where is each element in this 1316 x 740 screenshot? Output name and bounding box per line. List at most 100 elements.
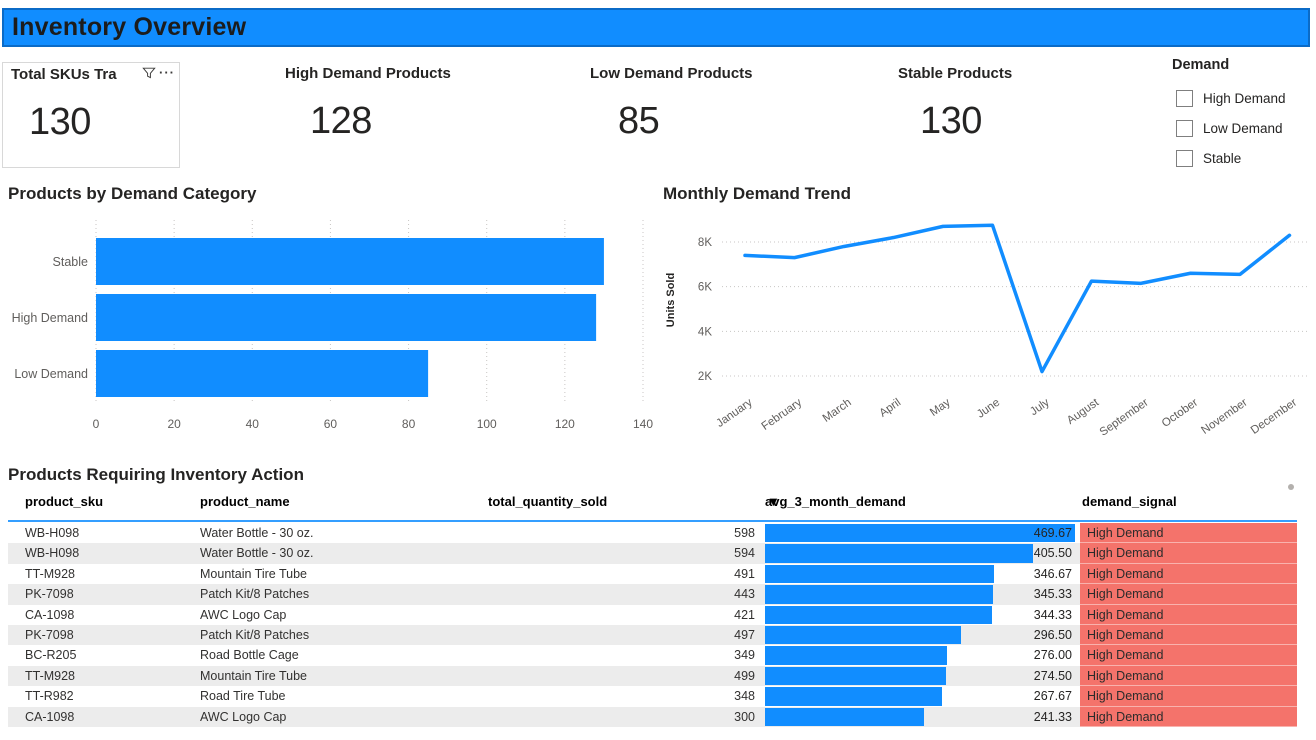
table-row[interactable]: PK-7098 Patch Kit/8 Patches 443 345.33 High … [8,584,1297,605]
kpi-card-high-demand[interactable]: High Demand Products 128 [240,62,508,168]
table-row[interactable]: BC-R205 Road Bottle Cage 349 276.00 High Dem… [8,645,1297,666]
bar-chart-x-tick-label: 80 [402,417,416,431]
cell-avg-3-month-demand: 405.50 [1033,546,1072,561]
cell-product-name: Mountain Tire Tube [200,566,308,581]
cell-product-name: Road Tire Tube [200,689,286,704]
slicer-option-low-demand[interactable]: Low Demand [1176,118,1283,138]
cell-demand-signal: High Demand [1080,665,1297,687]
cell-product-sku: CA-1098 [25,709,75,724]
cell-demand-signal: High Demand [1080,523,1297,544]
bar-high-demand[interactable] [96,294,597,341]
cell-product-sku: WB-H098 [25,546,80,561]
line-chart-x-tick-label: December [1249,397,1299,437]
cell-product-sku: TT-R982 [25,689,74,704]
page-title: Inventory Overview [12,13,247,41]
line-chart-x-tick-label: August [1065,396,1102,427]
cell-product-name: AWC Logo Cap [200,607,287,622]
data-bar-avg-demand [765,687,942,706]
cell-product-sku: BC-R205 [25,648,77,663]
table-row[interactable]: WB-H098 Water Bottle - 30 oz. 594 405.50 Hig… [8,543,1297,564]
line-chart-y-tick-label: 8K [698,237,712,249]
checkbox-high-demand[interactable] [1176,89,1193,107]
kpi-card-total-skus[interactable]: Total SKUs Tra ··· 130 [2,62,180,168]
cell-total-quantity-sold: 348 [734,689,755,704]
data-bar-avg-demand [765,585,993,604]
table-row[interactable]: CA-1098 AWC Logo Cap 421 344.33 High Demand [8,604,1297,625]
cell-total-quantity-sold: 349 [734,648,755,663]
data-bar-avg-demand [765,707,925,726]
table-row[interactable]: TT-M928 Mountain Tire Tube 499 274.50 High D… [8,665,1297,687]
data-bar-avg-demand [765,524,1075,543]
cell-total-quantity-sold: 497 [734,628,755,642]
cell-total-quantity-sold: 598 [734,526,755,540]
table-scrollbar-dot[interactable] [1288,484,1294,490]
slicer-option-stable[interactable]: Stable [1176,148,1241,168]
cell-demand-signal: High Demand [1080,604,1297,625]
page-title-bar: Inventory Overview [2,8,1310,47]
cell-product-name: AWC Logo Cap [200,709,287,724]
cell-avg-3-month-demand: 346.67 [1033,566,1072,581]
cell-product-name: Patch Kit/8 Patches [200,628,310,642]
cell-total-quantity-sold: 443 [734,587,755,602]
line-chart-y-axis-title: Units Sold [665,273,677,327]
line-chart-x-tick-label: April [877,397,903,420]
table-row[interactable]: TT-M928 Mountain Tire Tube 491 346.67 High D… [8,563,1297,585]
cell-total-quantity-sold: 499 [734,668,755,683]
inventory-action-table: product_sku product_name total_quantity_… [8,492,1300,730]
line-chart-x-tick-label: June [975,397,1002,421]
data-bar-avg-demand [765,646,948,665]
slicer-option-high-demand[interactable]: High Demand [1176,88,1286,108]
data-bar-avg-demand [765,564,994,584]
column-header-product-sku[interactable]: product_sku [25,494,104,509]
slicer-title: Demand [1172,57,1230,73]
slicer-option-label: Stable [1203,150,1242,166]
cell-avg-3-month-demand: 344.33 [1033,607,1072,622]
table-row[interactable]: WB-H098 Water Bottle - 30 oz. 598 469.67 Hig… [8,523,1297,544]
kpi-card-stable[interactable]: Stable Products 130 [868,62,1136,168]
bar-chart-x-tick-label: 120 [555,417,575,431]
column-header-demand-signal[interactable]: demand_signal [1082,494,1177,509]
sort-descending-icon[interactable]: ▼ [767,494,780,509]
bar-chart-category-label: High Demand [12,311,88,325]
kpi-title-low-demand: Low Demand Products [590,65,753,82]
bar-chart-x-tick-label: 60 [324,417,338,431]
column-header-avg-3-month-demand[interactable]: avg_3_month_demand [765,494,906,509]
bar-stable[interactable] [96,238,604,285]
bar-chart-title: Products by Demand Category [8,184,257,203]
cell-product-sku: WB-H098 [25,526,80,540]
cell-total-quantity-sold: 421 [734,607,755,622]
cell-product-name: Road Bottle Cage [200,648,299,663]
table-title: Products Requiring Inventory Action [8,465,304,484]
table-row[interactable]: TT-R982 Road Tire Tube 348 267.67 High Deman… [8,686,1297,707]
column-header-total-quantity-sold[interactable]: total_quantity_sold [488,494,608,509]
bar-chart-x-tick-label: 40 [246,417,260,431]
kpi-card-low-demand[interactable]: Low Demand Products 85 [560,62,828,168]
checkbox-stable[interactable] [1176,149,1193,167]
cell-product-sku: PK-7098 [25,587,74,602]
bar-low-demand[interactable] [96,350,429,397]
cell-demand-signal: High Demand [1080,645,1297,666]
cell-demand-signal: High Demand [1080,625,1297,646]
cell-avg-3-month-demand: 469.67 [1033,526,1072,540]
line-chart-y-tick-label: 2K [698,371,712,383]
table-row[interactable]: CA-1098 AWC Logo Cap 300 241.33 High Demand [8,706,1297,727]
filter-funnel-icon[interactable] [142,66,156,80]
kpi-value-total-skus: 130 [29,101,91,143]
column-header-product-name[interactable]: product_name [200,494,290,509]
bar-chart-x-tick-label: 140 [633,417,653,431]
cell-avg-3-month-demand: 241.33 [1033,709,1072,724]
cell-product-sku: TT-M928 [25,566,76,581]
kpi-title-total-skus: Total SKUs Tra [11,66,117,83]
checkbox-low-demand[interactable] [1176,119,1193,137]
more-options-icon[interactable]: ··· [159,65,175,80]
line-chart-x-tick-label: February [760,396,805,432]
line-chart-x-tick-label: March [821,397,854,425]
kpi-value-high-demand: 128 [310,100,372,142]
line-chart-x-tick-label: September [1098,397,1151,439]
line-chart-series-units-sold[interactable] [743,223,1292,374]
cell-product-name: Mountain Tire Tube [200,668,308,683]
table-row[interactable]: PK-7098 Patch Kit/8 Patches 497 296.50 High … [8,625,1297,646]
bar-chart-x-tick-label: 20 [167,417,181,431]
kpi-value-low-demand: 85 [618,100,660,142]
data-bar-avg-demand [765,544,1033,563]
